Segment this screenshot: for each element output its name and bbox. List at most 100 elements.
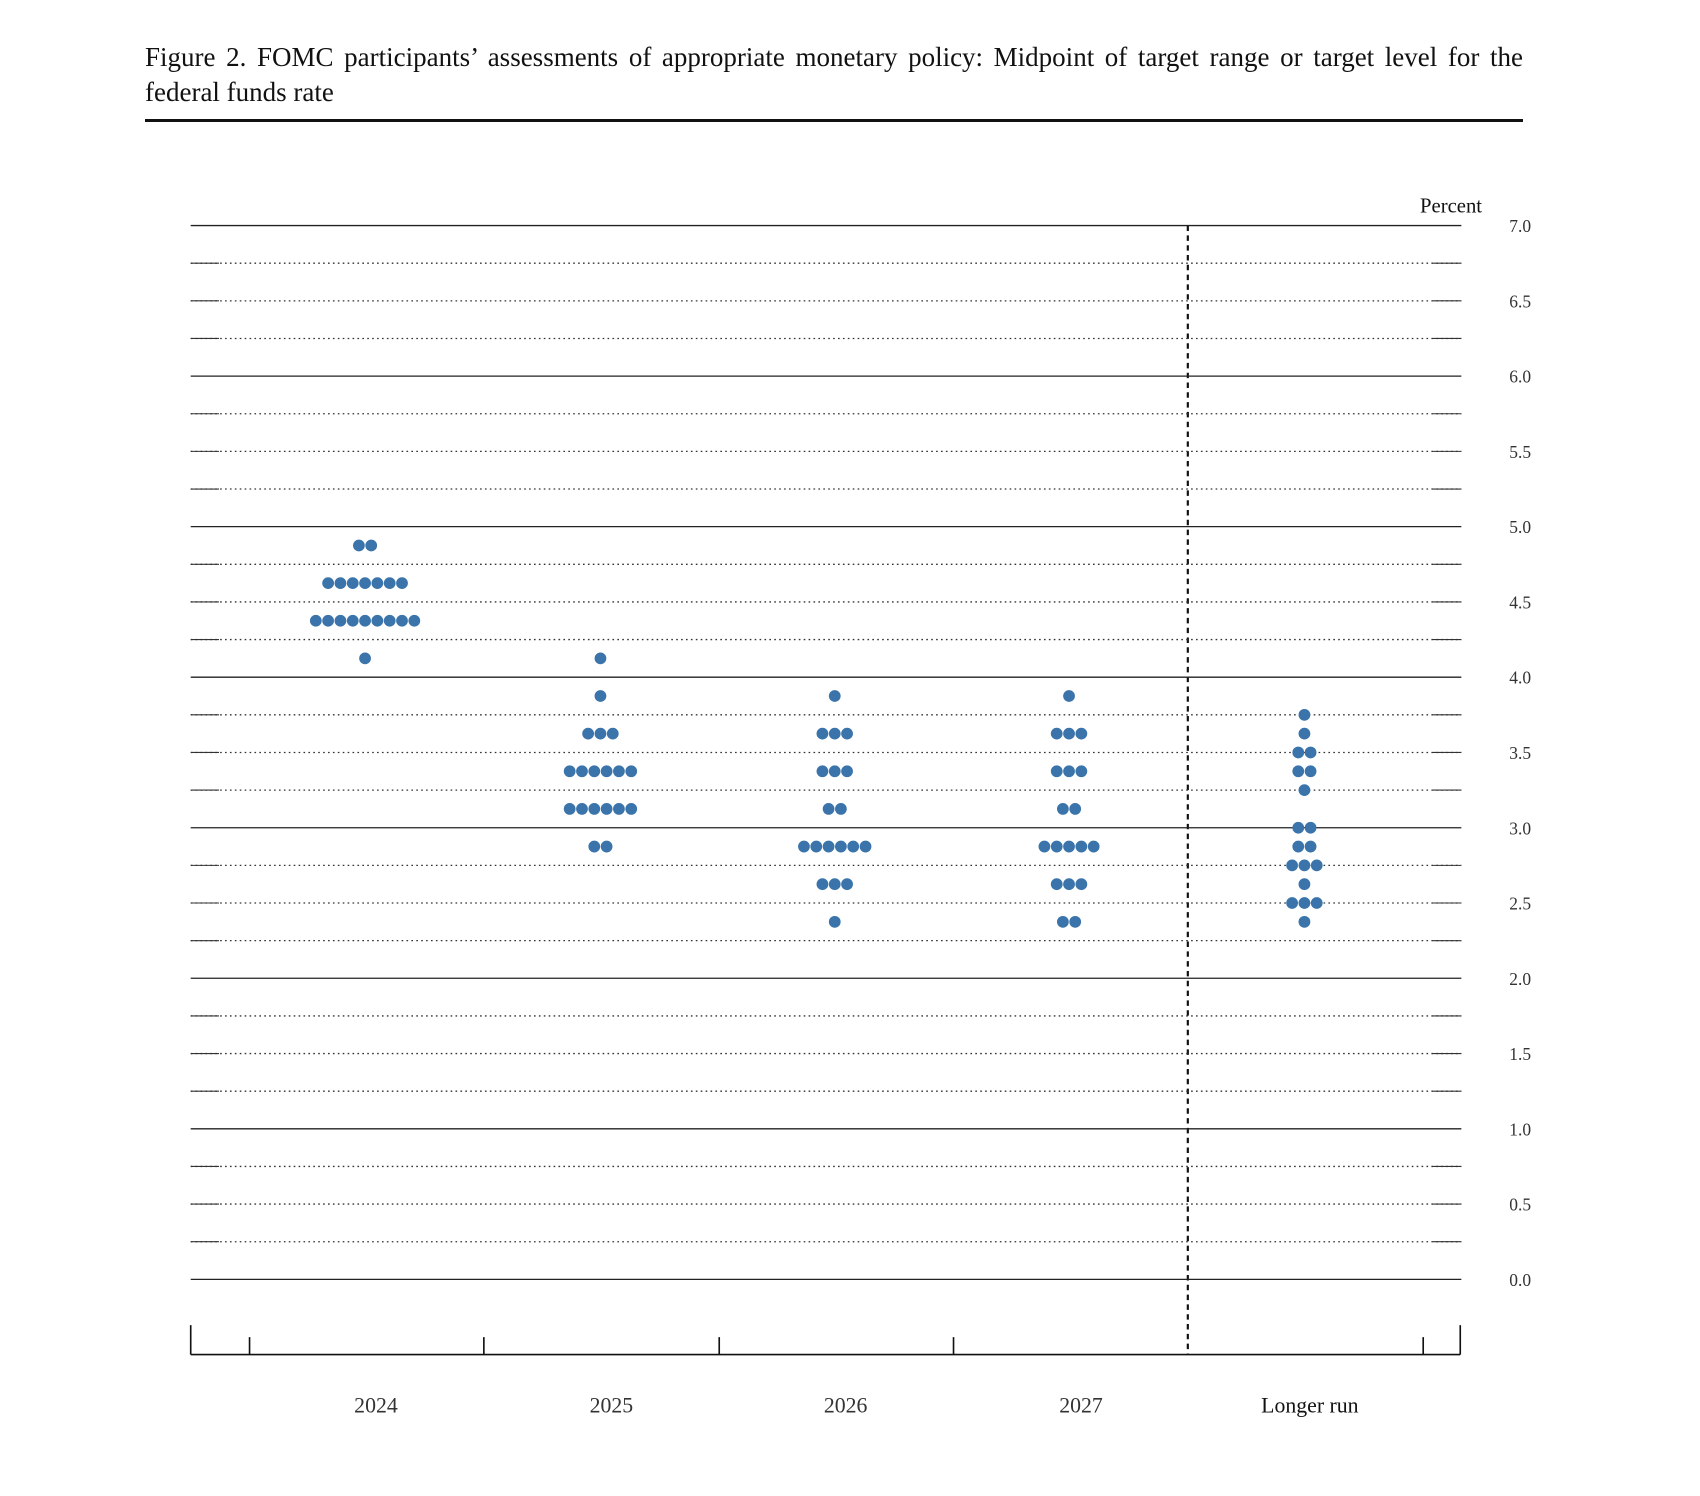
dot xyxy=(563,803,576,815)
dot xyxy=(1050,727,1063,740)
dot xyxy=(1075,765,1088,778)
dot xyxy=(359,614,371,627)
dot xyxy=(576,765,588,778)
dot xyxy=(359,652,371,665)
dot xyxy=(600,840,613,853)
dot xyxy=(1056,915,1069,928)
dot xyxy=(396,614,408,627)
dot xyxy=(816,727,829,740)
dot xyxy=(582,727,595,740)
dot xyxy=(613,803,625,815)
dot xyxy=(1063,765,1075,778)
dot xyxy=(1038,840,1051,853)
dot xyxy=(408,614,421,627)
dot xyxy=(1298,915,1311,928)
dot xyxy=(1298,859,1311,872)
dot xyxy=(1050,765,1063,778)
x-tick-label: Longer run xyxy=(1261,1393,1358,1417)
dot xyxy=(309,614,322,627)
dot xyxy=(1298,897,1311,909)
y-tick-label: 3.5 xyxy=(1509,743,1531,763)
dot xyxy=(383,614,396,627)
y-tick-label: 0.5 xyxy=(1509,1195,1531,1215)
dot xyxy=(1063,878,1075,891)
chart-title: Figure 2. FOMC participants’ assessments… xyxy=(145,42,1523,107)
dot xyxy=(841,878,853,891)
dot xyxy=(588,765,601,778)
dot xyxy=(841,727,853,740)
title-rule xyxy=(145,119,1523,122)
dot xyxy=(835,803,847,815)
dot xyxy=(1069,915,1082,928)
y-tick-label: 6.0 xyxy=(1509,367,1531,387)
dot xyxy=(359,577,371,589)
dot xyxy=(371,614,384,627)
y-tick-label: 1.5 xyxy=(1509,1044,1531,1064)
dot xyxy=(594,727,607,740)
y-tick-label: 4.0 xyxy=(1509,668,1531,688)
dot xyxy=(1075,727,1088,740)
dot xyxy=(625,765,638,778)
dot xyxy=(1050,878,1063,891)
y-tick-label: 5.0 xyxy=(1509,517,1531,537)
dot xyxy=(600,803,613,815)
dot xyxy=(383,577,396,589)
dot xyxy=(606,727,619,740)
y-tick-label: 5.5 xyxy=(1509,442,1531,462)
y-tick-label: 6.5 xyxy=(1509,291,1531,311)
dot xyxy=(346,577,359,589)
dot xyxy=(563,765,576,778)
dot xyxy=(1292,840,1305,853)
dot xyxy=(1063,690,1075,702)
dot xyxy=(1069,803,1082,815)
dot xyxy=(828,878,841,891)
dot xyxy=(371,577,384,589)
y-tick-label: 2.0 xyxy=(1509,969,1531,989)
y-tick-label: 0.0 xyxy=(1509,1270,1531,1290)
dot xyxy=(1286,859,1298,872)
dot xyxy=(1056,803,1069,815)
y-tick-label: 4.5 xyxy=(1509,592,1531,612)
dot xyxy=(1304,765,1317,778)
dot xyxy=(1304,840,1317,853)
dot xyxy=(600,765,613,778)
dot xyxy=(396,577,408,589)
dot xyxy=(1298,708,1311,721)
dot xyxy=(1087,840,1100,853)
y-tick-label: 2.5 xyxy=(1509,894,1531,914)
dot xyxy=(1075,840,1088,853)
dot xyxy=(816,878,829,891)
dot xyxy=(1298,784,1311,796)
dot xyxy=(1063,840,1075,853)
x-tick-label: 2024 xyxy=(354,1393,398,1417)
dot xyxy=(588,840,601,853)
y-axis-label: Percent xyxy=(1420,195,1482,217)
dot xyxy=(576,803,588,815)
dot xyxy=(346,614,359,627)
dot xyxy=(594,652,607,665)
dot xyxy=(1304,746,1317,759)
x-tick-label: 2027 xyxy=(1059,1393,1103,1417)
dot xyxy=(353,539,365,552)
dot xyxy=(1292,746,1305,759)
dot xyxy=(1292,765,1305,778)
dot xyxy=(334,614,347,627)
dot xyxy=(1292,821,1305,834)
dot xyxy=(810,840,823,853)
dot xyxy=(1310,897,1323,909)
dot xyxy=(1050,840,1063,853)
dot xyxy=(1304,821,1317,834)
dot xyxy=(594,690,607,702)
dot xyxy=(588,803,601,815)
dot xyxy=(828,727,841,740)
y-tick-label: 7.0 xyxy=(1509,216,1531,236)
dot xyxy=(1063,727,1075,740)
dot xyxy=(841,765,853,778)
dot xyxy=(816,765,829,778)
dot xyxy=(828,690,841,702)
y-tick-label: 3.0 xyxy=(1509,818,1531,838)
dot xyxy=(1075,878,1088,891)
dot xyxy=(1298,878,1311,891)
